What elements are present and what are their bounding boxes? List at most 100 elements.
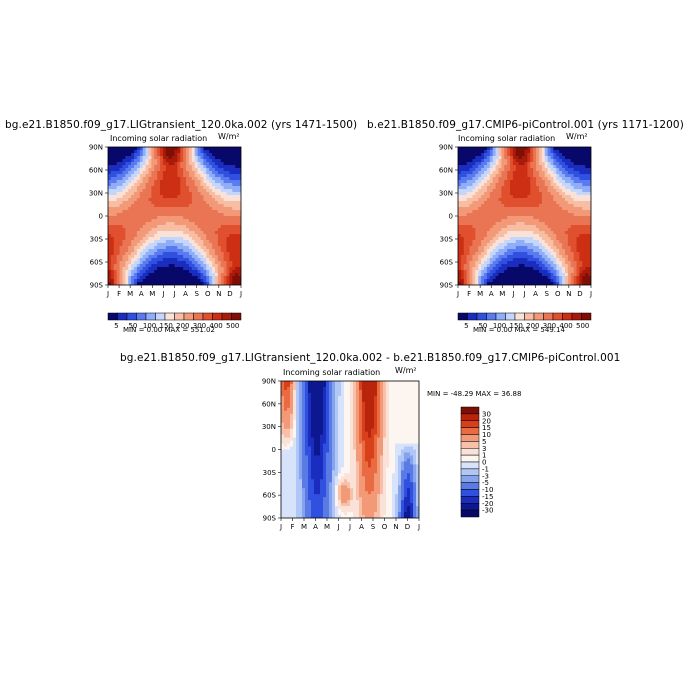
heatmap-cell [585,180,589,184]
heatmap-cell [463,219,468,223]
heatmap-cell [486,255,491,259]
heatmap-cell [186,171,190,175]
heatmap-cell [567,228,572,232]
heatmap-cell [110,174,115,178]
heatmap-cell [177,255,181,259]
heatmap-cell [232,249,236,253]
heatmap-cell [186,156,190,160]
heatmap-cell [538,219,543,223]
heatmap-cell [281,476,285,480]
heatmap-cell [538,237,543,241]
heatmap-cell [174,258,178,262]
heatmap-cell [154,243,158,247]
heatmap-cell [501,237,505,241]
heatmap-cell [536,231,540,235]
heatmap-cell [212,183,216,187]
heatmap-cell [576,204,581,208]
heatmap-cell [504,186,508,190]
heatmap-cell [469,225,474,229]
heatmap-cell [521,192,526,196]
heatmap-cell [223,207,228,211]
heatmap-cell [518,204,523,208]
heatmap-cell [136,240,141,244]
heatmap-cell [119,210,124,214]
heatmap-cell [197,147,202,151]
heatmap-cell [544,252,549,256]
heatmap-cell [281,425,285,430]
heatmap-cell [293,491,297,495]
heatmap-cell [151,225,155,229]
heatmap-cell [495,153,500,157]
heatmap-cell [570,246,575,250]
heatmap-cell [145,210,150,214]
heatmap-cell [472,216,476,220]
heatmap-cell [209,213,213,217]
heatmap-cell [573,213,578,217]
heatmap-cell [186,213,190,217]
heatmap-cell [223,180,228,184]
heatmap-cell [550,219,555,223]
heatmap-cell [148,192,152,196]
heatmap-cell [495,261,500,265]
heatmap-cell [486,234,491,238]
heatmap-cell [293,416,297,421]
heatmap-cell [314,470,318,474]
heatmap-cell [559,159,563,163]
heatmap-cell [281,381,285,385]
heatmap-cell [168,183,173,187]
heatmap-cell [521,249,526,253]
heatmap-cell [536,273,540,277]
heatmap-cell [501,189,505,193]
heatmap-cell [524,234,528,238]
heatmap-cell [495,225,500,229]
heatmap-cell [287,458,291,463]
heatmap-cell [504,147,508,151]
heatmap-cell [293,515,297,518]
heatmap-cell [567,159,572,163]
heatmap-cell [512,222,517,226]
heatmap-cell [229,210,233,214]
heatmap-cell [142,228,147,232]
heatmap-cell [556,267,560,271]
heatmap-cell [186,237,190,241]
heatmap-cell [108,225,112,229]
heatmap-cell [501,255,505,259]
heatmap-cell [504,282,508,285]
heatmap-cell [229,162,233,166]
heatmap-cell [512,153,517,157]
heatmap-cell [145,264,150,268]
heatmap-cell [573,165,578,169]
heatmap-cell [214,225,219,229]
heatmap-cell [191,258,196,262]
heatmap-cell [564,240,569,244]
heatmap-cell [223,231,228,235]
heatmap-cell [206,222,210,226]
heatmap-cell [576,207,581,211]
heatmap-cell [550,207,555,211]
heatmap-cell [481,282,485,285]
heatmap-cell [585,228,589,232]
heatmap-cell [197,180,202,184]
heatmap-cell [308,488,312,492]
heatmap-cell [567,243,572,247]
heatmap-cell [515,168,520,172]
heatmap-cell [498,165,502,169]
heatmap-cell [311,392,315,397]
heatmap-cell [180,216,184,220]
heatmap-cell [576,225,581,229]
heatmap-cell [536,207,540,211]
heatmap-cell [168,207,173,211]
heatmap-cell [183,222,187,226]
heatmap-cell [585,204,589,208]
heatmap-cell [305,395,309,400]
heatmap-cell [320,458,324,463]
heatmap-cell [154,195,158,199]
heatmap-cell [469,171,474,175]
heatmap-cell [209,255,213,259]
heatmap-cell [486,264,491,268]
heatmap-cell [200,279,205,283]
heatmap-cell [151,213,155,217]
heatmap-cell [486,273,491,277]
heatmap-cell [492,162,497,166]
heatmap-cell [460,222,465,226]
